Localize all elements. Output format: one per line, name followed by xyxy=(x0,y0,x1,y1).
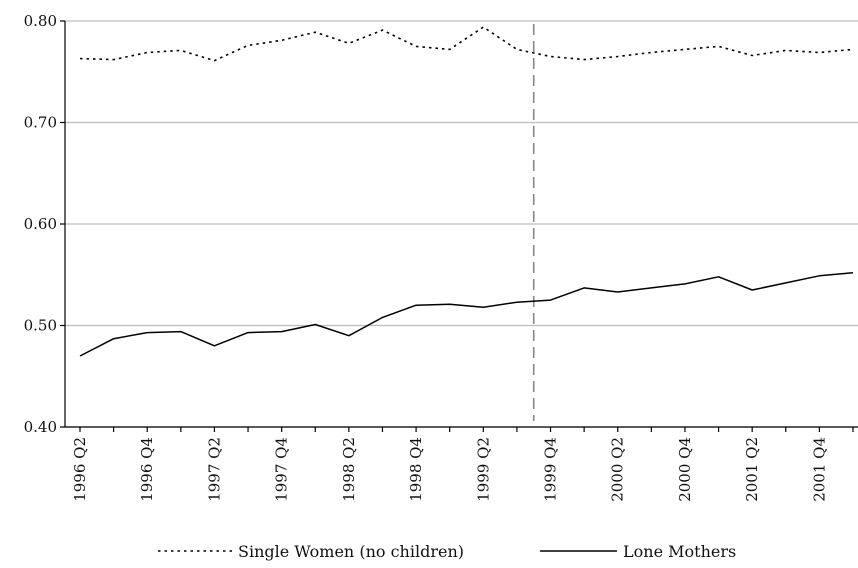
x-tick-label: 1997 Q4 xyxy=(273,437,291,502)
grid-lines xyxy=(65,20,858,428)
series-lines xyxy=(79,26,854,357)
y-tick-label: 0.80 xyxy=(24,12,57,30)
x-tick-label: 1998 Q4 xyxy=(407,437,425,502)
x-tick-label: 1998 Q2 xyxy=(340,437,358,502)
x-tick-label: 1999 Q2 xyxy=(474,437,492,502)
x-tick-label: 2001 Q4 xyxy=(810,437,828,502)
x-tick-label: 2000 Q2 xyxy=(609,437,627,502)
y-tick-label: 0.70 xyxy=(24,114,57,132)
y-tick-label: 0.40 xyxy=(24,418,57,436)
x-tick-label: 1997 Q2 xyxy=(205,437,223,502)
series-line-0 xyxy=(79,26,854,62)
legend: Single Women (no children) Lone Mothers xyxy=(158,542,736,561)
x-tick-label: 1996 Q2 xyxy=(71,437,89,502)
x-tick-label: 1999 Q4 xyxy=(542,437,560,502)
axes xyxy=(60,20,858,432)
y-tick-labels: 0.40 0.50 0.60 0.70 0.80 xyxy=(24,12,57,436)
x-tick-label: 1996 Q4 xyxy=(138,437,156,502)
legend-label-lone-mothers: Lone Mothers xyxy=(623,542,736,561)
x-tick-label: 2001 Q2 xyxy=(743,437,761,502)
legend-label-single-women: Single Women (no children) xyxy=(238,542,464,561)
x-tick-labels: 1996 Q2 1996 Q4 1997 Q2 1997 Q4 1998 Q2 1998 … xyxy=(71,437,828,502)
x-tick-label: 2000 Q4 xyxy=(676,437,694,502)
y-tick-label: 0.50 xyxy=(24,317,57,335)
series-line-1 xyxy=(79,271,854,357)
y-tick-label: 0.60 xyxy=(24,215,57,233)
